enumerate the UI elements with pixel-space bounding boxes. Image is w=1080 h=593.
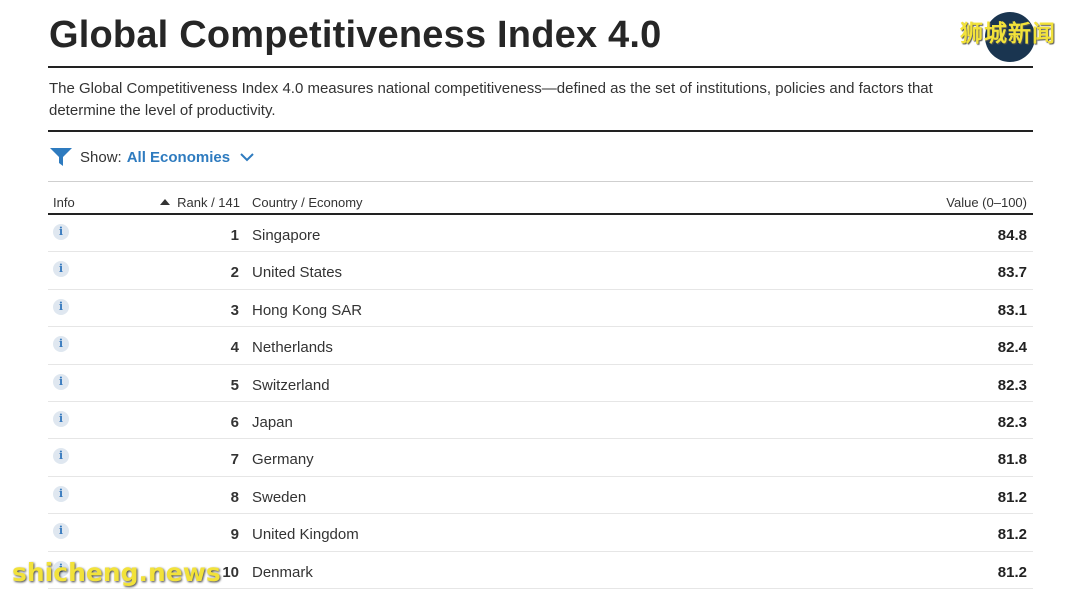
country-cell: Singapore	[252, 227, 321, 244]
table-row: i 2 United States 83.7	[48, 252, 1033, 290]
country-cell: United States	[252, 264, 343, 282]
info-icon[interactable]: i	[53, 261, 69, 278]
info-icon[interactable]: i	[53, 336, 69, 353]
filter-funnel-icon	[50, 148, 72, 166]
rank-cell: 10	[222, 563, 239, 581]
site-logo	[985, 12, 1035, 62]
sort-ascending-icon[interactable]	[160, 199, 171, 205]
table-row: i 4 Netherlands 82.4	[48, 327, 1033, 365]
country-cell: Switzerland	[252, 376, 330, 394]
rank-cell: 7	[230, 451, 239, 469]
header-divider	[48, 213, 1033, 215]
country-cell: Netherlands	[252, 339, 333, 357]
value-cell: 83.7	[997, 264, 1027, 282]
chevron-down-icon[interactable]	[240, 152, 254, 162]
rank-cell: 5	[230, 376, 239, 394]
rank-cell: 2	[230, 264, 239, 282]
rank-cell: 1	[230, 227, 239, 244]
value-cell: 84.8	[997, 227, 1027, 244]
info-icon[interactable]: i	[53, 448, 69, 465]
header-country[interactable]: Country / Economy	[252, 195, 363, 210]
country-cell: Sweden	[252, 488, 307, 506]
header-rank-sort[interactable]: Rank / 141	[160, 195, 240, 210]
value-cell: 82.4	[997, 339, 1027, 357]
table-row: i 10 Denmark 81.2	[48, 552, 1033, 589]
value-cell: 82.3	[997, 376, 1027, 394]
table-row: i 6 Japan 82.3	[48, 402, 1033, 440]
title-divider	[48, 66, 1033, 68]
rank-cell: 6	[230, 413, 239, 431]
table-row: i 8 Sweden 81.2	[48, 477, 1033, 515]
site-watermark: shicheng.news	[12, 558, 221, 587]
info-icon[interactable]: i	[53, 485, 69, 502]
header-value[interactable]: Value (0–100)	[946, 195, 1027, 210]
table-row: i 3 Hong Kong SAR 83.1	[48, 290, 1033, 328]
page-description: The Global Competitiveness Index 4.0 mea…	[49, 80, 933, 119]
country-cell: Germany	[252, 451, 314, 469]
rank-cell: 4	[230, 339, 239, 357]
ranking-table-body: i 1 Singapore 84.8 i 2 United States 83.7 i 3 Hong…	[48, 215, 1033, 589]
rank-cell: 3	[230, 301, 239, 319]
country-cell: Hong Kong SAR	[252, 301, 363, 319]
filter-divider	[48, 181, 1033, 182]
country-cell: United Kingdom	[252, 526, 359, 544]
info-icon[interactable]: i	[53, 224, 69, 240]
rank-cell: 9	[230, 526, 239, 544]
filter-label: Show:	[80, 148, 122, 166]
info-icon[interactable]: i	[53, 298, 69, 315]
value-cell: 83.1	[997, 301, 1027, 319]
value-cell: 81.2	[997, 526, 1027, 544]
logo-text: 狮城新闻	[960, 21, 1056, 47]
rank-cell: 8	[230, 488, 239, 506]
value-cell: 81.2	[997, 488, 1027, 506]
table-row: i 7 Germany 81.8	[48, 439, 1033, 477]
page-title: Global Competitiveness Index 4.0	[49, 14, 662, 56]
info-icon[interactable]: i	[53, 373, 69, 390]
table-row: i 1 Singapore 84.8	[48, 215, 1033, 253]
country-cell: Japan	[252, 413, 293, 431]
description-divider	[48, 130, 1033, 132]
economy-filter-dropdown[interactable]: Show: All Economies	[50, 146, 254, 168]
table-header: Info Rank / 141 Country / Economy Value …	[48, 192, 1033, 212]
table-row: i 5 Switzerland 82.3	[48, 365, 1033, 402]
info-icon[interactable]: i	[53, 410, 69, 427]
country-cell: Denmark	[252, 563, 313, 581]
info-icon[interactable]: i	[53, 560, 69, 577]
value-cell: 81.2	[997, 563, 1027, 581]
header-rank-label: Rank / 141	[177, 195, 240, 210]
table-row: i 9 United Kingdom 81.2	[48, 514, 1033, 552]
filter-value[interactable]: All Economies	[126, 148, 231, 166]
info-icon[interactable]: i	[53, 523, 69, 540]
value-cell: 82.3	[997, 413, 1027, 431]
value-cell: 81.8	[997, 451, 1027, 469]
header-info: Info	[53, 195, 75, 210]
